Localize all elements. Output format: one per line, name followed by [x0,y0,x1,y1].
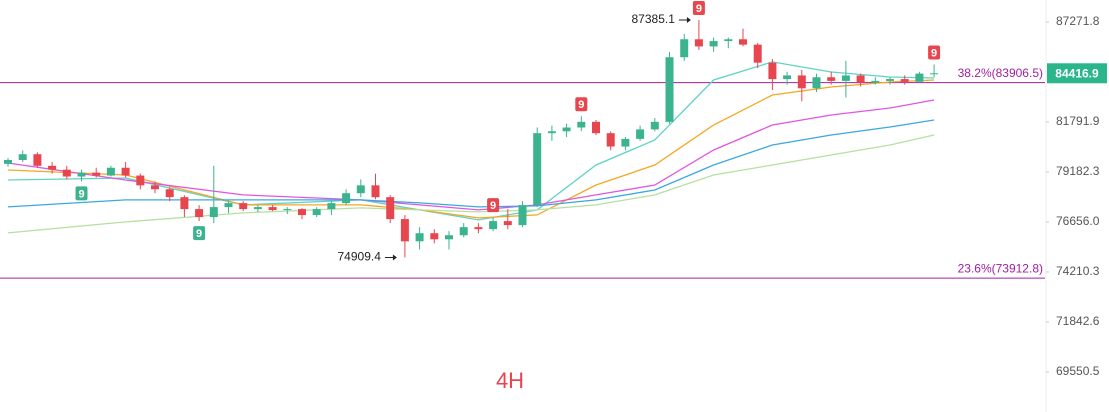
candle-body [342,193,351,204]
candle-body [459,227,468,236]
candle-body [680,39,689,58]
candle-body [371,185,380,198]
candle-body [356,185,365,194]
candle-body [489,221,498,230]
y-tick-label: 69550.5 [1056,364,1100,378]
ma-line [7,119,935,208]
candle-body [48,165,57,170]
candle-body [547,131,556,134]
candle-body [606,133,615,147]
fib-label: 23.6%(73912.8) [958,261,1043,275]
candle-body [709,41,718,47]
td-marker [692,1,705,16]
candle-body [33,154,42,166]
candle-body [841,75,850,81]
candle-body [121,167,130,176]
watermark: 4H [496,368,524,393]
candle-body [209,207,218,218]
td-marker-label: 9 [78,188,84,200]
candle-body [195,209,204,218]
ma-line [7,61,935,221]
candle-body [871,80,880,83]
candle-body [827,77,836,81]
candle-body [503,221,512,226]
last-price-label: 84416.9 [1055,66,1099,80]
candle-body [18,154,27,161]
candle-body [283,209,292,211]
td-marker-label: 9 [196,228,202,240]
candle-body [665,57,674,122]
td-marker [575,97,588,112]
candle-body [592,121,600,134]
candle-body [400,219,409,242]
candle-body [562,127,571,132]
candle-body [253,207,262,210]
candle-body [92,172,101,176]
y-tick-label: 76656.0 [1056,214,1100,228]
ma-line [7,134,935,234]
candle-body [797,75,806,89]
candle-body [518,205,527,226]
candle-body [430,233,439,240]
candle-body [136,175,145,186]
td-marker [75,186,88,201]
candle-body [739,39,747,45]
candle-body [4,160,12,164]
candle-body [415,233,424,242]
td-marker-label: 9 [578,99,584,111]
candle-body [621,138,630,147]
extreme-arrow-head [392,254,397,261]
candle-body [753,44,762,63]
td-marker-label: 9 [490,200,496,212]
candle-body [768,62,777,80]
candle-body [312,209,321,216]
td-marker [928,45,941,60]
extreme-label: 74909.4 [338,250,382,264]
candle-body [694,39,703,47]
candle-body [180,197,189,210]
candle-body [900,79,909,82]
candle-body [915,73,924,82]
candle-body [445,235,453,240]
candle-body [812,77,821,89]
y-tick-label: 81791.9 [1056,114,1100,128]
candle-body [239,203,248,210]
candle-body [474,227,483,230]
ma-line [7,79,935,219]
candle-body [533,133,542,206]
last-price-box [1047,63,1107,84]
td-marker-label: 9 [931,47,937,59]
extreme-arrow-head [686,17,691,24]
candle-body [650,121,659,130]
fib-label: 38.2%(83906.5) [958,66,1043,80]
td-marker-label: 9 [696,3,702,15]
y-tick-label: 71842.6 [1056,314,1100,328]
candle-body [577,121,586,128]
y-tick-label: 74210.3 [1056,264,1100,278]
candle-body [636,129,645,139]
candle-body [856,75,865,83]
extreme-label: 87385.1 [632,12,676,26]
td-marker [487,198,500,213]
candle-body [106,167,115,176]
candle-body [77,172,86,177]
candle-body [62,169,71,177]
candle-body [151,185,159,190]
candle-body [224,203,233,208]
candle-body [327,203,336,210]
candle-body [268,207,277,211]
y-tick-label: 87271.8 [1056,14,1100,28]
candle-body [165,189,174,198]
candle-body [930,73,939,75]
candle-body [724,39,733,42]
ma-line [7,99,935,211]
y-tick-label: 79182.3 [1056,164,1100,178]
candle-body [386,197,395,220]
candle-body [298,209,306,216]
candle-body [783,75,792,80]
td-marker [193,226,206,241]
candle-body [886,79,894,81]
